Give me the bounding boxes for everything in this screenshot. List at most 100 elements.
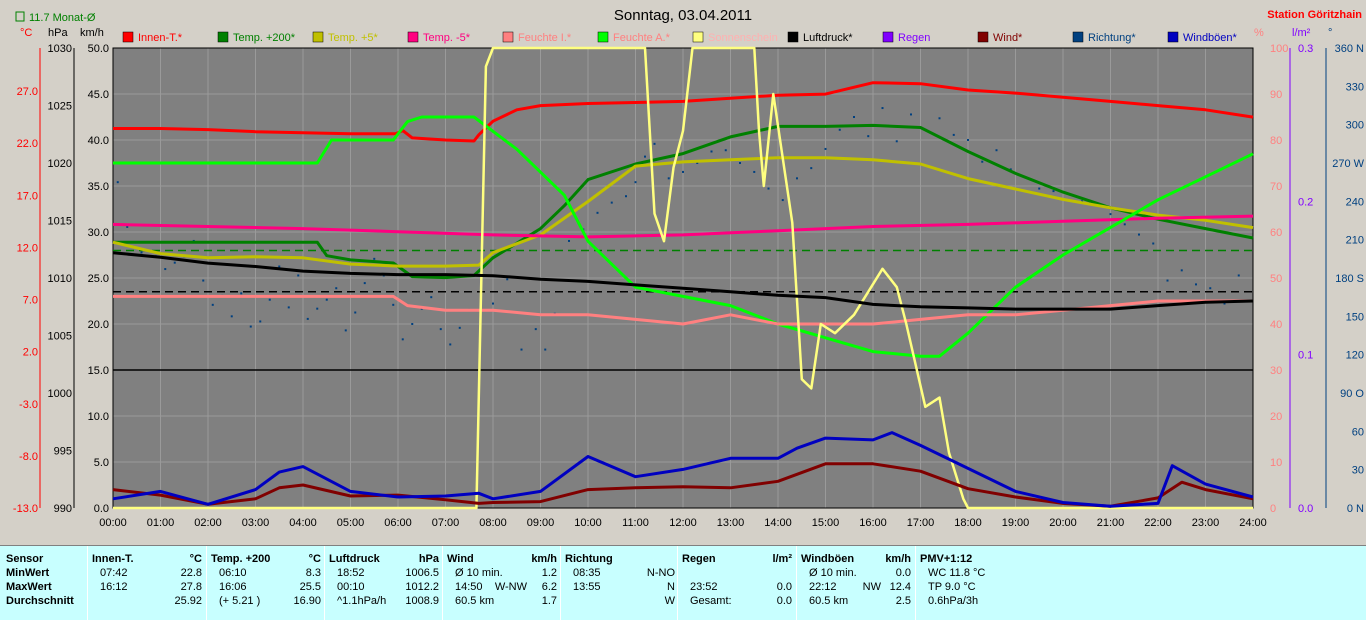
stats-header: Innen-T. °C (92, 552, 202, 566)
stats-row: 00:10 1012.2 (329, 580, 439, 594)
direction-point (506, 278, 509, 281)
legend-label: Feuchte I.* (518, 32, 572, 44)
direction-tick-label: 30 (1352, 465, 1364, 477)
time-tick-label: 22:00 (1144, 517, 1172, 529)
direction-point (767, 187, 770, 190)
kmh-tick-label: 15.0 (88, 365, 109, 377)
stats-header-title: Temp. +200 (211, 553, 271, 565)
stats-cell-value: 1.7 (541, 595, 557, 607)
stats-row: 22:12 NW 12.4 (801, 580, 911, 594)
direction-point (297, 274, 300, 277)
direction-tick-label: 210 (1346, 235, 1364, 247)
hpa-tick-label: 1005 (48, 331, 72, 343)
direction-point (667, 177, 670, 180)
legend-swatch (692, 31, 704, 43)
direction-tick-label: 60 (1352, 426, 1364, 438)
direction-point (126, 225, 129, 228)
unit-celsius: °C (20, 27, 32, 39)
direction-point (373, 257, 376, 260)
celsius-tick-label: 22.0 (17, 138, 38, 150)
reference-lines (113, 249, 1253, 371)
direction-point (363, 282, 366, 285)
stats-header-title: Regen (682, 553, 716, 565)
direction-tick-label: 360 N (1335, 43, 1364, 55)
kmh-tick-label: 20.0 (88, 319, 109, 331)
direction-point (1152, 242, 1155, 245)
stats-header-title: Innen-T. (92, 553, 134, 565)
stats-header-title: Wind (447, 553, 474, 565)
hpa-tick-label: 1020 (48, 158, 72, 170)
direction-point (881, 107, 884, 110)
stats-cell-value: 27.8 (180, 581, 202, 593)
time-tick-label: 07:00 (432, 517, 460, 529)
direction-tick-label: 0 N (1347, 503, 1364, 515)
stats-row: MaxWert (6, 580, 90, 594)
direction-point (634, 181, 637, 184)
direction-point (1209, 287, 1212, 290)
unit-percent: % (1254, 27, 1264, 39)
stats-row: 18:52 1006.5 (329, 566, 439, 580)
stats-header: Regen l/m² (682, 552, 792, 566)
stats-row: Ø 10 min. 1.2 (447, 566, 557, 580)
hpa-tick-label: 1015 (48, 216, 72, 228)
direction-point (325, 298, 328, 301)
stats-cell-label: 18:52 (337, 567, 365, 579)
celsius-tick-label: -3.0 (19, 399, 38, 411)
direction-point (596, 211, 599, 214)
stats-row: 16:06 25.5 (211, 580, 321, 594)
hpa-tick-label: 990 (54, 503, 72, 515)
legend-label: Innen-T.* (138, 32, 183, 44)
direction-point (1052, 190, 1055, 193)
stats-cell-label: 60.5 km (809, 595, 849, 607)
stats-cell-label: (+ 5.21 ) (219, 595, 261, 607)
stats-cell-label: MaxWert (6, 581, 52, 593)
stats-cell-value: 1008.9 (405, 595, 439, 607)
direction-point (249, 325, 252, 328)
legend-swatch (597, 31, 609, 43)
direction-tick-label: 150 (1346, 311, 1364, 323)
direction-point (724, 149, 727, 152)
direction-point (938, 117, 941, 120)
monthly-avg-label: 11.7 Monat-Ø (29, 12, 96, 24)
time-tick-label: 10:00 (574, 517, 602, 529)
time-tick-label: 12:00 (669, 517, 697, 529)
legend-swatch (217, 31, 229, 43)
stats-cell-label: 16:06 (219, 581, 247, 593)
kmh-tick-label: 5.0 (94, 457, 109, 469)
direction-point (278, 265, 281, 268)
kmh-tick-label: 45.0 (88, 89, 109, 101)
direction-point (211, 303, 214, 306)
percent-tick-label: 10 (1270, 457, 1282, 469)
unit-hpa: hPa (48, 27, 68, 39)
legend-swatch (1167, 31, 1179, 43)
time-tick-label: 18:00 (954, 517, 982, 529)
stats-row: Gesamt: 0.0 (682, 594, 792, 608)
stats-cell-value: 2.5 (895, 595, 911, 607)
stats-cell-label: 06:10 (219, 567, 247, 579)
direction-point (682, 170, 684, 173)
stats-header: Wind km/h (447, 552, 557, 566)
stats-cell-direction: W-NW (494, 581, 527, 593)
stats-header: Sensor (6, 552, 90, 566)
series-line-luftdruck (112, 251, 1254, 311)
rain-tick-label: 0.0 (1298, 503, 1313, 515)
direction-point (287, 306, 290, 309)
legend-swatch (1072, 31, 1084, 43)
direction-point (995, 149, 998, 152)
direction-tick-label: 330 (1346, 81, 1364, 93)
series-lines (112, 46, 1254, 510)
percent-tick-label: 20 (1270, 411, 1282, 423)
direction-point (492, 302, 494, 305)
column-separator (915, 546, 916, 620)
direction-point (411, 323, 414, 325)
time-tick-label: 08:00 (479, 517, 507, 529)
time-tick-label: 01:00 (147, 517, 175, 529)
stats-header-unit: hPa (418, 553, 439, 565)
stats-row: 25.92 (92, 594, 202, 608)
legend-swatch (977, 31, 989, 43)
percent-tick-label: 60 (1270, 227, 1282, 239)
column-separator (796, 546, 797, 620)
hpa-tick-label: 1030 (48, 43, 72, 55)
direction-point (568, 239, 570, 242)
direction-point (230, 315, 233, 318)
